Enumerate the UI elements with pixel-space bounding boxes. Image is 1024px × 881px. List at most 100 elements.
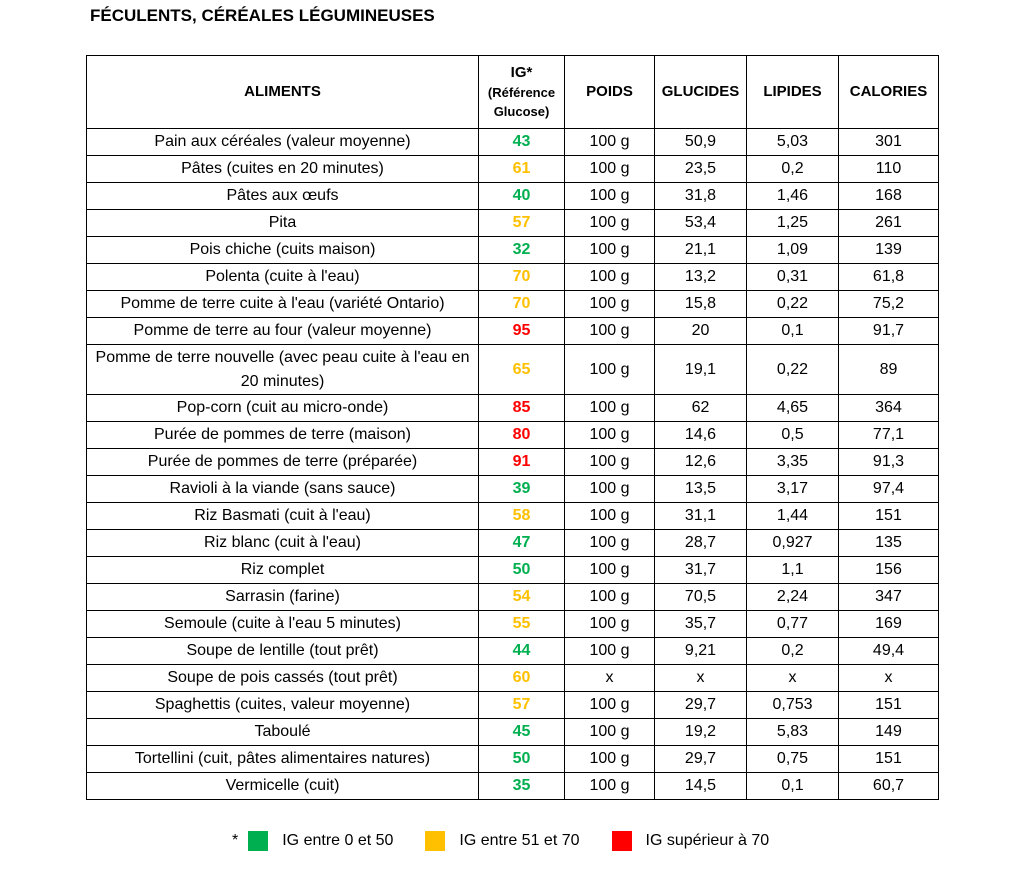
table-row: Purée de pommes de terre (maison) 80 100 g… — [86, 421, 939, 449]
table-row: Riz Basmati (cuit à l'eau) 58 100 g 31,1 1,4… — [86, 502, 939, 530]
cell-aliment: Pop-corn (cuit au micro-onde) — [86, 394, 479, 422]
table-row: Pâtes (cuites en 20 minutes) 61 100 g 23,5 0… — [86, 155, 939, 183]
table-row: Soupe de lentille (tout prêt) 44 100 g 9,21… — [86, 637, 939, 665]
cell-calories: 89 — [838, 344, 939, 395]
cell-glucides: 50,9 — [654, 128, 747, 156]
legend-swatch-green — [248, 831, 269, 851]
cell-lipides: 0,2 — [746, 637, 839, 665]
cell-calories: 49,4 — [838, 637, 939, 665]
cell-calories: 77,1 — [838, 421, 939, 449]
table-row: Pomme de terre nouvelle (avec peau cuite… — [86, 344, 939, 395]
cell-glucides: 21,1 — [654, 236, 747, 264]
cell-lipides: 0,75 — [746, 745, 839, 773]
cell-aliment: Riz blanc (cuit à l'eau) — [86, 529, 479, 557]
header-calories: CALORIES — [838, 55, 939, 129]
cell-lipides: 1,1 — [746, 556, 839, 584]
cell-glucides: 31,7 — [654, 556, 747, 584]
cell-lipides: 1,44 — [746, 502, 839, 530]
cell-glucides: 14,6 — [654, 421, 747, 449]
cell-calories: 75,2 — [838, 290, 939, 318]
cell-ig: 91 — [478, 448, 565, 476]
cell-glucides: 15,8 — [654, 290, 747, 318]
page-title: FÉCULENTS, CÉRÉALES LÉGUMINEUSES — [90, 6, 435, 25]
cell-lipides: 0,5 — [746, 421, 839, 449]
cell-poids: 100 g — [564, 610, 655, 638]
cell-calories: 151 — [838, 691, 939, 719]
cell-glucides: 13,2 — [654, 263, 747, 291]
legend-star: * — [232, 832, 239, 849]
header-lipides: LIPIDES — [746, 55, 839, 129]
cell-ig: 54 — [478, 583, 565, 611]
legend-label-green: IG entre 0 et 50 — [282, 832, 394, 849]
table-row: Riz blanc (cuit à l'eau) 47 100 g 28,7 0,927… — [86, 529, 939, 557]
legend-label-orange: IG entre 51 et 70 — [459, 832, 580, 849]
cell-aliment: Pâtes aux œufs — [86, 182, 479, 210]
cell-ig: 55 — [478, 610, 565, 638]
table-row: Pain aux céréales (valeur moyenne) 43 100 … — [86, 128, 939, 156]
cell-glucides: 29,7 — [654, 745, 747, 773]
cell-aliment: Soupe de pois cassés (tout prêt) — [86, 664, 479, 692]
cell-poids: 100 g — [564, 475, 655, 503]
header-ig: IG* (Référence Glucose) — [478, 55, 565, 129]
cell-calories: 364 — [838, 394, 939, 422]
cell-poids: 100 g — [564, 128, 655, 156]
cell-aliment: Pain aux céréales (valeur moyenne) — [86, 128, 479, 156]
cell-ig: 40 — [478, 182, 565, 210]
cell-lipides: x — [746, 664, 839, 692]
cell-lipides: 0,22 — [746, 344, 839, 395]
cell-lipides: 1,46 — [746, 182, 839, 210]
cell-aliment: Vermicelle (cuit) — [86, 772, 479, 800]
cell-poids: 100 g — [564, 394, 655, 422]
cell-poids: 100 g — [564, 421, 655, 449]
cell-calories: 97,4 — [838, 475, 939, 503]
cell-glucides: 19,2 — [654, 718, 747, 746]
cell-glucides: 9,21 — [654, 637, 747, 665]
cell-glucides: 62 — [654, 394, 747, 422]
table-row: Pois chiche (cuits maison) 32 100 g 21,1 1,0… — [86, 236, 939, 264]
cell-poids: 100 g — [564, 637, 655, 665]
cell-lipides: 0,22 — [746, 290, 839, 318]
cell-poids: 100 g — [564, 691, 655, 719]
cell-glucides: 35,7 — [654, 610, 747, 638]
cell-glucides: 31,1 — [654, 502, 747, 530]
cell-calories: 169 — [838, 610, 939, 638]
cell-glucides: 28,7 — [654, 529, 747, 557]
cell-glucides: 19,1 — [654, 344, 747, 395]
cell-glucides: 13,5 — [654, 475, 747, 503]
cell-aliment: Pomme de terre cuite à l'eau (variété On… — [86, 290, 479, 318]
cell-calories: 168 — [838, 182, 939, 210]
cell-ig: 50 — [478, 745, 565, 773]
cell-glucides: 23,5 — [654, 155, 747, 183]
cell-aliment: Soupe de lentille (tout prêt) — [86, 637, 479, 665]
cell-ig: 50 — [478, 556, 565, 584]
cell-aliment: Pomme de terre au four (valeur moyenne) — [86, 317, 479, 345]
legend: * IG entre 0 et 50 IG entre 51 et 70 IG … — [232, 829, 801, 853]
cell-lipides: 0,31 — [746, 263, 839, 291]
cell-poids: 100 g — [564, 209, 655, 237]
cell-calories: 301 — [838, 128, 939, 156]
cell-aliment: Tortellini (cuit, pâtes alimentaires nat… — [86, 745, 479, 773]
cell-poids: 100 g — [564, 556, 655, 584]
cell-aliment: Semoule (cuite à l'eau 5 minutes) — [86, 610, 479, 638]
table-row: Pâtes aux œufs 40 100 g 31,8 1,46 168 — [86, 182, 939, 210]
cell-calories: 151 — [838, 502, 939, 530]
cell-aliment: Purée de pommes de terre (maison) — [86, 421, 479, 449]
cell-lipides: 5,03 — [746, 128, 839, 156]
legend-label-red: IG supérieur à 70 — [645, 832, 770, 849]
cell-ig: 70 — [478, 290, 565, 318]
cell-aliment: Pâtes (cuites en 20 minutes) — [86, 155, 479, 183]
cell-ig: 35 — [478, 772, 565, 800]
cell-aliment: Pois chiche (cuits maison) — [86, 236, 479, 264]
header-ig-main: IG* — [510, 64, 533, 81]
cell-ig: 80 — [478, 421, 565, 449]
cell-poids: 100 g — [564, 155, 655, 183]
cell-aliment: Riz complet — [86, 556, 479, 584]
cell-ig: 61 — [478, 155, 565, 183]
cell-lipides: 0,753 — [746, 691, 839, 719]
table-row: Polenta (cuite à l'eau) 70 100 g 13,2 0,31 61… — [86, 263, 939, 291]
cell-calories: 91,7 — [838, 317, 939, 345]
cell-calories: 60,7 — [838, 772, 939, 800]
cell-calories: 91,3 — [838, 448, 939, 476]
cell-poids: 100 g — [564, 583, 655, 611]
cell-calories: 156 — [838, 556, 939, 584]
